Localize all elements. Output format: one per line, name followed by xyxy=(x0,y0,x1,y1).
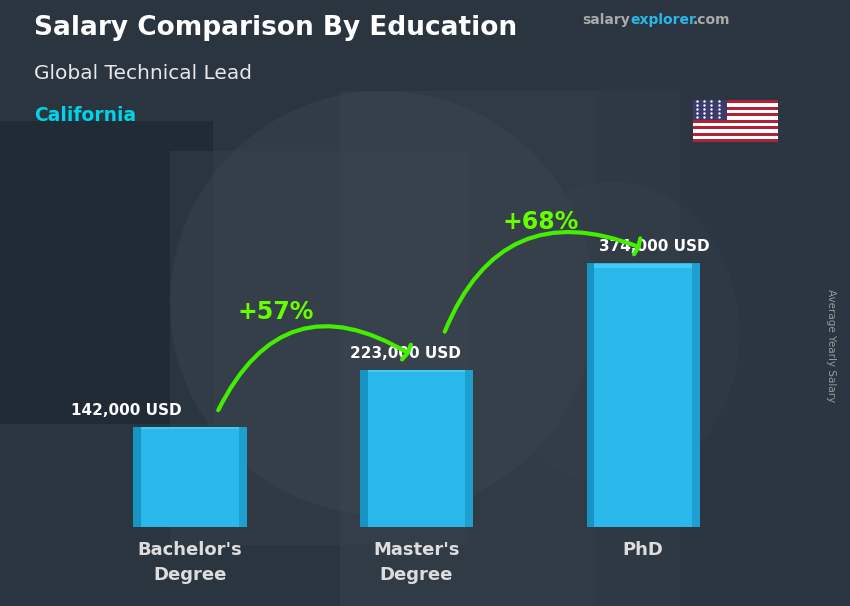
Text: 142,000 USD: 142,000 USD xyxy=(71,404,182,418)
Text: salary: salary xyxy=(582,13,630,27)
Bar xyxy=(693,126,778,129)
Text: Average Yearly Salary: Average Yearly Salary xyxy=(826,289,836,402)
Bar xyxy=(239,427,246,527)
Text: Global Technical Lead: Global Technical Lead xyxy=(34,64,252,82)
Bar xyxy=(693,110,778,113)
Bar xyxy=(693,100,778,103)
Bar xyxy=(360,370,368,527)
Bar xyxy=(693,103,778,107)
Text: Salary Comparison By Education: Salary Comparison By Education xyxy=(34,15,517,41)
FancyArrowPatch shape xyxy=(218,326,411,410)
Bar xyxy=(693,123,778,126)
Bar xyxy=(594,263,692,268)
Bar xyxy=(586,263,700,264)
Bar xyxy=(693,136,778,139)
Bar xyxy=(465,370,473,527)
Bar xyxy=(693,129,778,133)
Ellipse shape xyxy=(484,182,740,485)
Bar xyxy=(170,152,468,545)
Bar xyxy=(595,0,850,606)
Bar xyxy=(693,113,778,116)
Text: 223,000 USD: 223,000 USD xyxy=(349,346,461,361)
Bar xyxy=(340,91,680,606)
FancyArrowPatch shape xyxy=(445,232,640,331)
Bar xyxy=(693,119,778,123)
Bar xyxy=(586,263,594,527)
Bar xyxy=(693,139,778,142)
Text: +68%: +68% xyxy=(503,210,580,234)
Bar xyxy=(693,116,778,119)
Text: .com: .com xyxy=(693,13,730,27)
Bar xyxy=(368,370,465,373)
Text: California: California xyxy=(34,106,136,125)
Bar xyxy=(693,100,727,119)
Ellipse shape xyxy=(170,91,595,515)
Bar xyxy=(692,263,700,527)
Text: 374,000 USD: 374,000 USD xyxy=(599,239,710,255)
Bar xyxy=(141,427,239,428)
Text: +57%: +57% xyxy=(238,299,314,324)
Bar xyxy=(0,121,212,424)
Bar xyxy=(133,427,141,527)
Bar xyxy=(360,370,473,527)
Bar xyxy=(693,133,778,136)
Text: explorer: explorer xyxy=(631,13,697,27)
Bar xyxy=(586,263,700,527)
Bar xyxy=(693,107,778,110)
Bar xyxy=(133,427,246,527)
